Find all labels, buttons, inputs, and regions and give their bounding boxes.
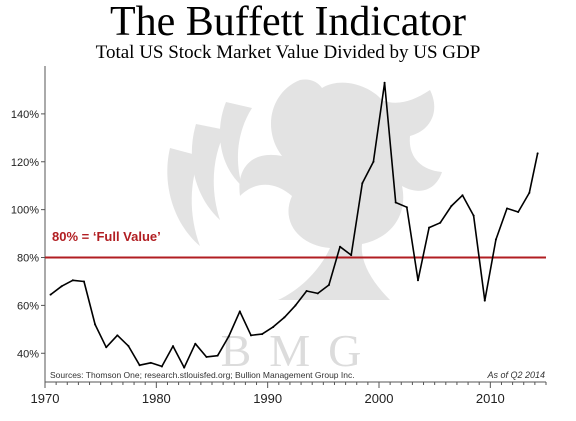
- source-note: Sources: Thomson One; research.stlouisfe…: [50, 370, 355, 380]
- y-tick-label: 120%: [11, 157, 39, 169]
- x-tick-label: 1970: [31, 391, 60, 406]
- data-point: [428, 226, 431, 229]
- griffin-logo-icon: [167, 79, 442, 301]
- x-axis: 1970 1980 1990 2000 2010: [31, 381, 547, 406]
- data-point: [305, 290, 308, 293]
- data-point: [116, 334, 119, 337]
- data-point: [272, 325, 275, 328]
- data-point: [82, 280, 85, 283]
- chart-title: The Buffett Indicator: [109, 0, 467, 45]
- data-point: [172, 345, 175, 348]
- x-tick-label: 1980: [142, 391, 171, 406]
- full-value-reference-label: 80% = ‘Full Value’: [52, 229, 161, 244]
- data-point: [49, 293, 52, 296]
- data-point: [372, 160, 375, 163]
- as-of-note: As of Q2 2014: [486, 370, 545, 380]
- x-tick-label: 2010: [476, 391, 505, 406]
- data-point: [283, 316, 286, 319]
- data-point: [60, 285, 63, 288]
- data-point: [339, 245, 342, 248]
- data-point: [94, 323, 97, 326]
- watermark: BMG: [167, 79, 442, 376]
- data-point: [450, 205, 453, 208]
- data-point: [350, 254, 353, 257]
- y-tick-label: 80%: [17, 253, 39, 265]
- data-point: [105, 346, 108, 349]
- watermark-text: BMG: [221, 325, 380, 376]
- data-point: [149, 361, 152, 364]
- data-point: [127, 345, 130, 348]
- data-point: [294, 304, 297, 307]
- data-point: [506, 207, 509, 210]
- data-point: [416, 279, 419, 282]
- data-point: [261, 333, 264, 336]
- data-point: [383, 81, 386, 84]
- data-point: [160, 365, 163, 368]
- y-tick-label: 60%: [17, 300, 39, 312]
- data-point: [517, 211, 520, 214]
- data-point: [249, 334, 252, 337]
- data-point: [216, 354, 219, 357]
- data-point: [227, 335, 230, 338]
- data-point: [327, 284, 330, 287]
- data-point: [71, 279, 74, 282]
- y-tick-label: 140%: [11, 109, 39, 121]
- y-tick-label: 40%: [17, 348, 39, 360]
- y-axis: 40% 60% 80% 100% 120% 140%: [11, 66, 46, 382]
- data-point: [138, 364, 141, 367]
- data-point: [205, 355, 208, 358]
- data-point: [483, 299, 486, 302]
- data-point: [361, 182, 364, 185]
- data-point: [316, 292, 319, 295]
- data-point: [194, 342, 197, 345]
- x-tick-label: 2000: [365, 391, 394, 406]
- data-point: [183, 366, 186, 369]
- data-point: [405, 206, 408, 209]
- data-points: [49, 81, 539, 369]
- data-point: [394, 201, 397, 204]
- y-tick-label: 100%: [11, 205, 39, 217]
- data-point: [528, 191, 531, 194]
- data-point: [461, 194, 464, 197]
- data-point: [472, 214, 475, 217]
- data-point: [536, 152, 539, 155]
- chart-subtitle: Total US Stock Market Value Divided by U…: [95, 42, 481, 63]
- data-point: [238, 310, 241, 313]
- x-tick-label: 1990: [253, 391, 282, 406]
- data-point: [494, 238, 497, 241]
- data-point: [439, 221, 442, 224]
